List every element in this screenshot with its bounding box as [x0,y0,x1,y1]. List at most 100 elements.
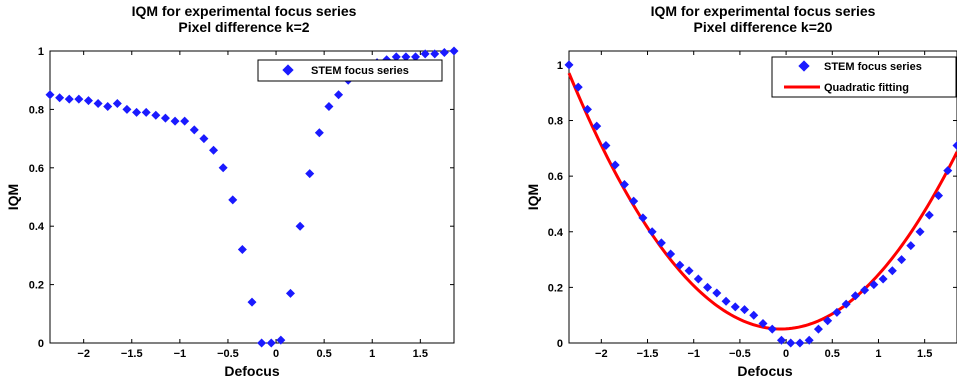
data-point [906,241,916,251]
x-tick-label: 1.5 [917,348,932,360]
x-tick-label: −1 [174,348,187,360]
data-point [257,338,267,348]
data-point [151,110,161,120]
y-tick-label: 0.4 [29,221,45,233]
data-point [804,335,814,345]
data-point [189,125,199,135]
data-point [767,324,777,334]
x-tick-label: 0 [783,348,789,360]
data-point [712,288,722,298]
x-tick-label: −2 [595,348,608,360]
x-tick-label: 0.5 [316,348,331,360]
chart-left-x-axis-label: Defocus [224,363,279,379]
y-tick-label: 0.4 [548,227,564,239]
data-point [693,274,703,284]
data-point [218,163,228,173]
y-tick-label: 0.2 [548,282,563,294]
chart-left-x-tick-labels: −2 −1.5 −1 −0.5 0 0.5 1 1.5 [77,348,428,360]
data-point [112,99,122,109]
data-point [103,101,113,111]
data-point [795,338,805,348]
data-point [832,307,842,317]
y-tick-label: 0.8 [29,104,44,116]
data-point [850,291,860,301]
data-point [638,213,648,223]
data-point [666,249,676,259]
chart-right-legend: STEM focus series Quadratic fitting [771,56,957,98]
data-point [141,107,151,117]
chart-left-ticks [50,50,454,344]
chart-left-points [45,46,459,348]
data-point [45,90,55,100]
chart-right-legend-label-stem: STEM focus series [824,61,922,73]
y-tick-label: 0.6 [548,171,563,183]
chart-right-y-axis-label: IQM [525,184,541,210]
data-point [869,280,879,290]
chart-left-legend-box [257,59,443,82]
data-point [675,260,685,270]
chart-right-y-tick-labels: 0 0.2 0.4 0.6 0.8 1 [548,60,564,350]
y-tick-label: 1 [557,60,563,72]
data-point [430,49,440,59]
data-point [83,96,93,106]
data-point [180,116,190,126]
data-point [401,52,411,62]
data-point [228,195,238,205]
data-point [391,52,401,62]
data-point [878,274,888,284]
y-tick-label: 0.6 [29,163,44,175]
data-point [841,299,851,309]
data-point [629,196,639,206]
data-point [647,227,657,237]
data-point [823,316,833,326]
data-point [684,266,694,276]
data-point [74,94,84,104]
data-point [952,141,957,151]
chart-left-y-tick-labels: 0 0.2 0.4 0.6 0.8 1 [29,46,45,350]
x-tick-label: −0.5 [217,348,239,360]
data-point [199,134,209,144]
chart-left-y-axis-label: IQM [5,184,21,210]
data-point [160,113,170,123]
chart-right-x-tick-labels: −2 −1.5 −1 −0.5 0 0.5 1 1.5 [595,348,932,360]
data-point [93,99,103,109]
data-point [813,324,823,334]
data-point [582,104,592,114]
y-tick-label: 0 [38,338,44,350]
chart-left-title: IQM for experimental focus series [132,3,357,19]
data-point [619,179,629,189]
data-point [887,266,897,276]
data-point [305,169,315,179]
data-point [132,107,142,117]
data-point [266,338,276,348]
data-point [915,227,925,237]
x-tick-label: −1 [687,348,700,360]
x-tick-label: −0.5 [729,348,751,360]
chart-left: IQM for experimental focus series Pixel … [5,3,459,379]
data-point [420,49,430,59]
data-point [209,145,219,155]
data-point [656,238,666,248]
data-point [295,221,305,231]
data-point [573,82,583,92]
data-point [703,282,713,292]
y-tick-label: 0 [557,338,563,350]
data-point [237,245,247,255]
data-point [170,116,180,126]
data-point [934,191,944,201]
x-tick-label: 1 [875,348,881,360]
data-point [776,335,786,345]
chart-right-x-axis-label: Defocus [737,363,792,379]
chart-right-points [564,60,957,348]
data-point [55,93,65,103]
data-point [411,52,421,62]
data-point [285,288,295,298]
data-point [740,305,750,315]
x-tick-label: −2 [77,348,90,360]
chart-left-legend-label-stem: STEM focus series [311,65,409,77]
x-tick-label: 1 [369,348,375,360]
data-point [449,46,459,56]
y-tick-label: 0.8 [548,116,563,128]
chart-right-legend-label-fit: Quadratic fitting [824,82,909,94]
data-point [314,128,324,138]
